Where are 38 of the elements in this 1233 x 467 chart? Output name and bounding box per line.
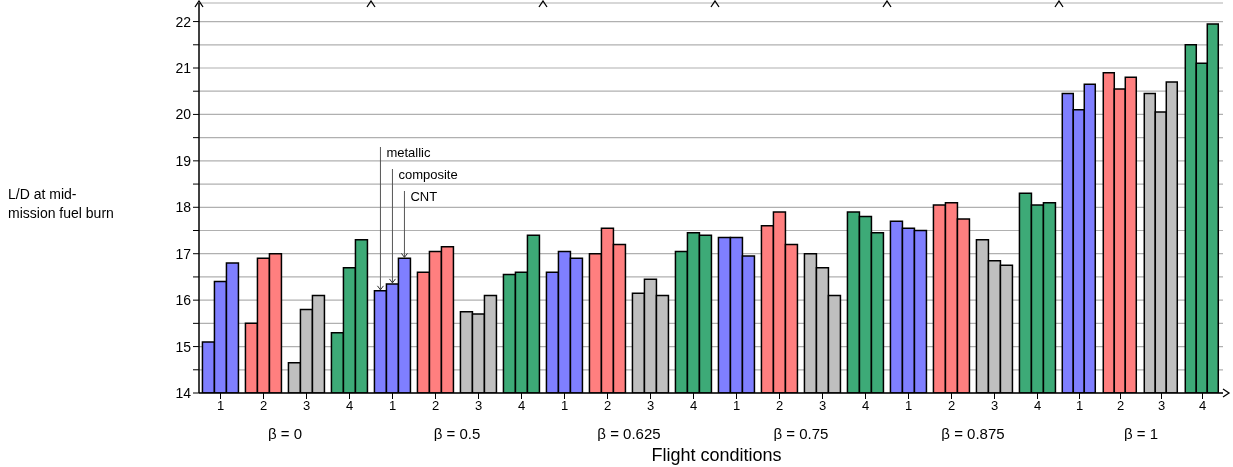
x-tick-label: 3 <box>474 398 483 414</box>
x-tick-label: 3 <box>990 398 999 414</box>
x-tick-label: 3 <box>302 398 311 414</box>
text: metallic <box>386 145 432 160</box>
x-tick-label: 1 <box>904 398 913 414</box>
x-tick-label: 2 <box>603 398 612 414</box>
y-tick-label: 16 <box>175 292 192 309</box>
y-tick-label: 21 <box>175 59 192 76</box>
x-tick-label: 2 <box>431 398 440 414</box>
text: CNT <box>410 189 438 204</box>
x-tick-label: 2 <box>775 398 784 414</box>
y-tick-label: 18 <box>175 199 192 216</box>
y-tick-label: 22 <box>175 13 192 30</box>
x-tick-label: 1 <box>1075 398 1084 414</box>
x-tick-label: 3 <box>818 398 827 414</box>
x-tick-label: 3 <box>1157 398 1166 414</box>
x-tick-label: 2 <box>259 398 268 414</box>
x-tick-label: 4 <box>345 398 354 414</box>
x-tick-label: 1 <box>732 398 741 414</box>
y-tick-label: 17 <box>175 245 192 262</box>
y-tick-label: 14 <box>175 384 192 401</box>
x-tick-label: 4 <box>861 398 870 414</box>
y-tick-label: 19 <box>175 152 192 169</box>
text: Flight conditions <box>650 445 783 466</box>
x-tick-label: 3 <box>646 398 655 414</box>
y-axis-title: L/D at mid-mission fuel burn <box>8 185 115 223</box>
x-tick-label: 2 <box>947 398 956 414</box>
x-tick-label: 4 <box>517 398 526 414</box>
x-tick-label: 1 <box>216 398 225 414</box>
text: composite <box>398 167 458 182</box>
x-tick-label: 4 <box>1033 398 1042 414</box>
y-tick-label: 15 <box>175 338 192 355</box>
x-tick-label: 1 <box>560 398 569 414</box>
x-tick-label: 4 <box>689 398 698 414</box>
x-tick-label: 2 <box>1116 398 1125 414</box>
x-tick-label: 1 <box>388 398 397 414</box>
y-tick-label: 20 <box>175 106 192 123</box>
x-tick-label: 4 <box>1198 398 1207 414</box>
